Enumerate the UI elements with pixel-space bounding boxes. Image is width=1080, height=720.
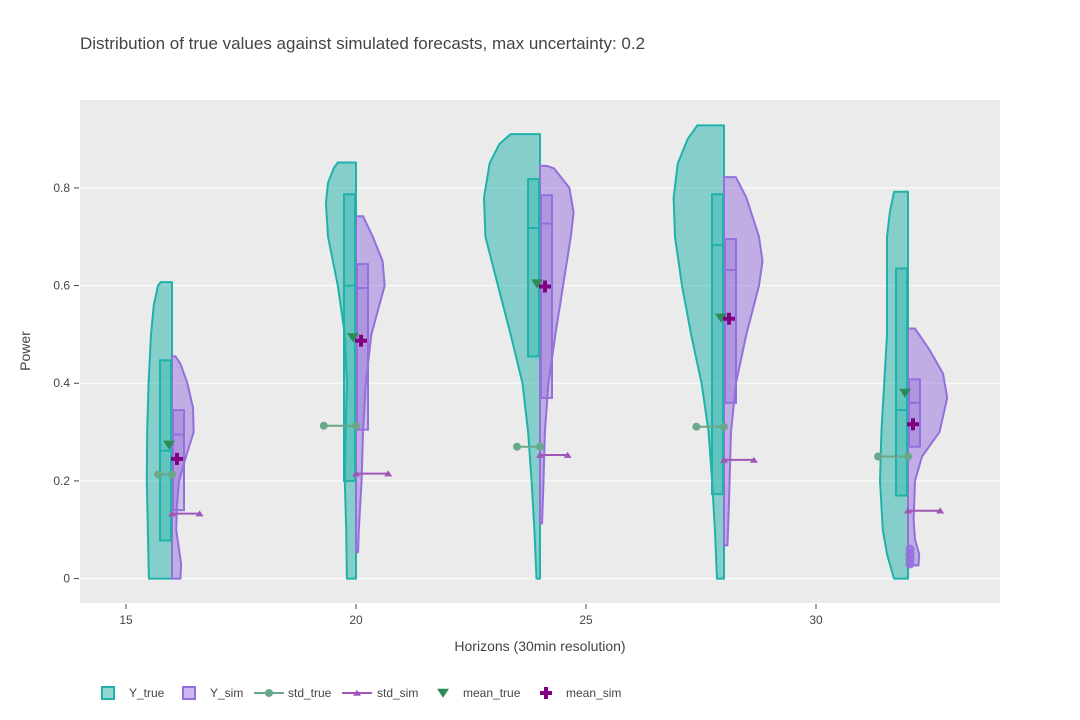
y-axis-title: Power <box>17 331 33 371</box>
mean-true-marker <box>531 279 543 289</box>
std-sim-marker <box>720 456 728 463</box>
std-true-marker <box>352 421 360 430</box>
axis-layer: 0 0.2 0.4 0.6 0.8 15 20 25 30 <box>53 181 823 627</box>
legend-swatch <box>182 686 196 700</box>
legend-item-mean-sim: mean_sim <box>540 686 621 700</box>
legend-marker <box>353 689 361 696</box>
violin-true <box>879 190 909 580</box>
std-true-marker <box>692 422 701 431</box>
x-axis-title: Horizons (30min resolution) <box>454 638 625 654</box>
mean-true-marker <box>163 440 175 450</box>
y-tick-label: 0.4 <box>53 376 70 390</box>
y-tick-label: 0.6 <box>53 279 70 293</box>
std-true-marker <box>319 421 328 430</box>
mean-true-marker <box>715 313 727 323</box>
legend-marker <box>540 687 552 699</box>
sim-box <box>908 378 921 448</box>
std-sim-marker <box>563 451 572 458</box>
std-sim-marker <box>904 507 912 514</box>
legend-label: std_true <box>288 686 332 700</box>
std-sim-marker <box>749 456 758 463</box>
mean-sim-marker <box>723 312 735 325</box>
std-true-marker <box>536 442 544 451</box>
y-tick-label: 0.8 <box>53 181 70 195</box>
true-box <box>711 193 724 496</box>
legend-marker <box>265 689 273 697</box>
legend-label: Y_sim <box>210 686 243 700</box>
mean-true-marker <box>347 333 359 343</box>
std-true-marker <box>720 422 728 431</box>
violin-sim <box>539 164 575 525</box>
mean-sim-marker <box>907 418 919 431</box>
legend-item-y-true: Y_true <box>101 686 165 700</box>
true-box <box>527 178 540 358</box>
legend-item-std-true: std_true <box>254 686 332 700</box>
legend-label: std_sim <box>377 686 418 700</box>
std-sim-marker <box>352 470 360 477</box>
legend-marker <box>437 688 449 698</box>
x-tick-label: 30 <box>809 613 823 627</box>
violin-sim <box>907 327 949 567</box>
std-true-marker <box>904 452 912 461</box>
violin-true <box>483 133 541 580</box>
chart-title: Distribution of true values against simu… <box>80 34 646 53</box>
mean-sim-marker <box>171 452 183 465</box>
std-true-marker <box>874 452 883 461</box>
std-sim-marker <box>536 451 544 458</box>
legend-label: mean_true <box>463 686 521 700</box>
legend-item-std-sim: std_sim <box>342 686 418 700</box>
y-tick-label: 0 <box>63 572 70 586</box>
sim-box <box>540 194 553 399</box>
x-tick-label: 15 <box>119 613 133 627</box>
violin-true <box>324 161 357 580</box>
std-true-marker <box>154 470 163 479</box>
true-box <box>895 267 908 497</box>
legend-swatch <box>101 686 115 700</box>
legend-label: Y_true <box>129 686 165 700</box>
mean-true-marker <box>899 388 911 398</box>
legend: Y_true Y_sim std_true std_sim mean_true mean_… <box>101 686 621 700</box>
std-sim-marker <box>936 507 945 514</box>
std-sim-marker <box>168 510 176 517</box>
x-tick-label: 25 <box>579 613 593 627</box>
std-sim-marker <box>195 510 204 517</box>
legend-item-y-sim: Y_sim <box>182 686 243 700</box>
std-true-marker <box>513 442 521 451</box>
violin-sim <box>171 355 195 580</box>
sim-outlier <box>905 544 915 554</box>
sim-box <box>356 263 369 431</box>
legend-label: mean_sim <box>566 686 621 700</box>
violin-layer <box>145 124 949 580</box>
x-tick-label: 20 <box>349 613 363 627</box>
mean-sim-marker <box>355 334 367 347</box>
mean-sim-marker <box>539 280 551 293</box>
legend-item-mean-true: mean_true <box>437 686 521 700</box>
marker-layer <box>154 279 945 569</box>
y-tick-label: 0.2 <box>53 474 70 488</box>
std-true-marker <box>168 470 176 479</box>
std-sim-marker <box>384 470 393 477</box>
